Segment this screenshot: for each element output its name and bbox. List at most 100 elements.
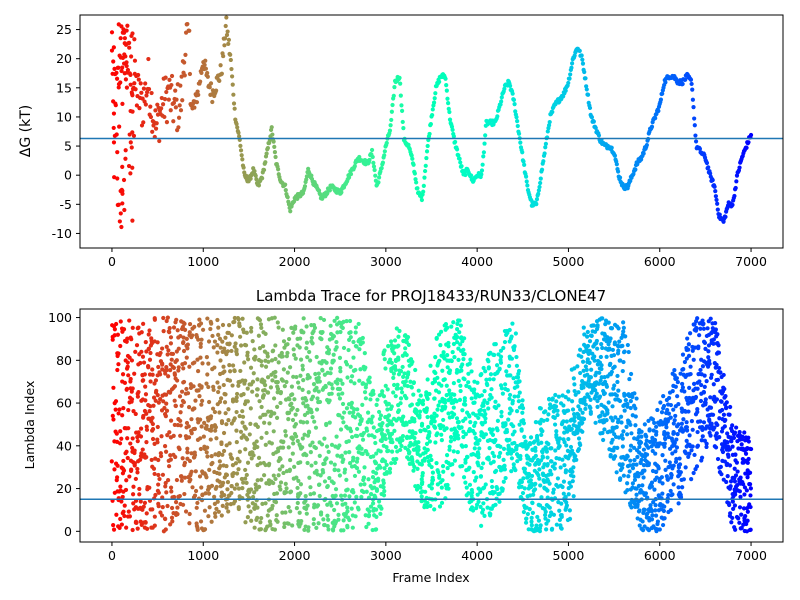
dg-point: [713, 189, 718, 194]
dg-point: [577, 48, 582, 53]
lambda-point: [171, 325, 177, 330]
dg-point: [746, 140, 751, 145]
lambda-point: [681, 417, 686, 422]
lambda-point: [167, 329, 172, 335]
lambda-point: [680, 381, 685, 387]
lambda-point: [399, 443, 404, 449]
lambda-point: [711, 337, 716, 342]
lambda-point: [368, 397, 373, 402]
lambda-point: [593, 420, 598, 425]
lambda-point: [419, 421, 425, 426]
lambda-point: [632, 445, 637, 450]
lambda-point: [510, 398, 515, 404]
lambda-point: [394, 456, 399, 462]
lambda-point: [628, 448, 633, 453]
lambda-point: [513, 468, 518, 473]
lambda-point: [143, 340, 148, 345]
lambda-point: [546, 518, 551, 523]
dg-point: [123, 148, 128, 153]
dg-point: [196, 92, 201, 98]
lambda-point: [184, 386, 189, 392]
dg-point: [149, 90, 154, 96]
lambda-point: [748, 527, 753, 532]
lambda-point: [180, 502, 186, 507]
lambda-point: [643, 491, 649, 496]
lambda-point: [144, 424, 149, 429]
lambda-point: [462, 352, 467, 357]
lambda-point: [298, 482, 304, 487]
lambda-point: [489, 387, 494, 392]
dg-point: [162, 114, 167, 120]
dg-point: [721, 219, 726, 224]
lambda-point: [742, 485, 748, 490]
dg-point: [169, 82, 174, 88]
lambda-point: [136, 389, 141, 395]
lambda-point: [747, 482, 753, 487]
lambda-point: [510, 321, 515, 326]
lambda-point: [419, 462, 424, 467]
lambda-point: [496, 403, 501, 408]
top-x-ticks: 0 1000 2000 3000 4000 5000 6000 7000: [108, 248, 767, 269]
dg-point: [550, 109, 555, 115]
lambda-point: [373, 527, 379, 532]
dg-point: [543, 141, 549, 146]
lambda-point: [493, 405, 499, 411]
lambda-point: [298, 336, 303, 341]
lambda-point: [146, 332, 151, 337]
lambda-point: [472, 400, 477, 405]
lambda-point: [263, 442, 268, 447]
dg-point: [111, 111, 117, 116]
lambda-point: [393, 444, 399, 450]
lambda-point: [442, 377, 447, 382]
lambda-point: [469, 369, 474, 374]
lambda-point: [164, 344, 169, 349]
lambda-point: [336, 512, 341, 517]
lambda-point: [717, 365, 722, 371]
dg-point: [226, 37, 232, 42]
lambda-point: [458, 323, 464, 328]
lambda-point: [748, 504, 753, 510]
lambda-point: [232, 315, 237, 321]
x-tick-label: 6000: [644, 548, 676, 563]
dg-point: [131, 133, 137, 138]
lambda-point: [352, 500, 357, 505]
lambda-point: [466, 371, 471, 376]
lambda-point: [501, 479, 506, 484]
lambda-point: [452, 458, 458, 463]
lambda-point: [508, 373, 513, 378]
dg-point: [693, 133, 698, 138]
lambda-point: [602, 427, 607, 432]
top-panel: 0 1000 2000 3000 4000 5000 6000 7000 -10-505101…: [18, 14, 784, 269]
dg-point: [159, 95, 164, 101]
lambda-point: [272, 411, 277, 416]
lambda-point: [140, 354, 146, 359]
lambda-point: [737, 489, 742, 494]
dg-point: [663, 80, 668, 85]
lambda-point: [237, 323, 242, 328]
lambda-point: [384, 444, 389, 450]
lambda-point: [132, 461, 137, 466]
lambda-point: [723, 394, 728, 399]
lambda-point: [298, 491, 303, 496]
lambda-point: [538, 523, 543, 528]
lambda-point: [410, 429, 415, 434]
lambda-point: [452, 412, 457, 417]
lambda-point: [241, 392, 246, 397]
lambda-point: [626, 349, 631, 355]
dg-point: [580, 57, 585, 62]
lambda-point: [244, 472, 249, 478]
dg-point: [123, 156, 128, 161]
lambda-point: [264, 430, 269, 436]
lambda-point: [396, 372, 402, 377]
lambda-point: [318, 473, 323, 478]
lambda-point: [197, 317, 202, 322]
lambda-point: [498, 348, 504, 353]
lambda-point: [493, 342, 498, 347]
lambda-point: [707, 418, 712, 424]
lambda-point: [719, 399, 724, 404]
lambda-point: [265, 354, 270, 359]
lambda-point: [339, 493, 344, 498]
dg-point: [690, 87, 695, 92]
lambda-point: [662, 441, 667, 446]
lambda-point: [199, 337, 204, 342]
